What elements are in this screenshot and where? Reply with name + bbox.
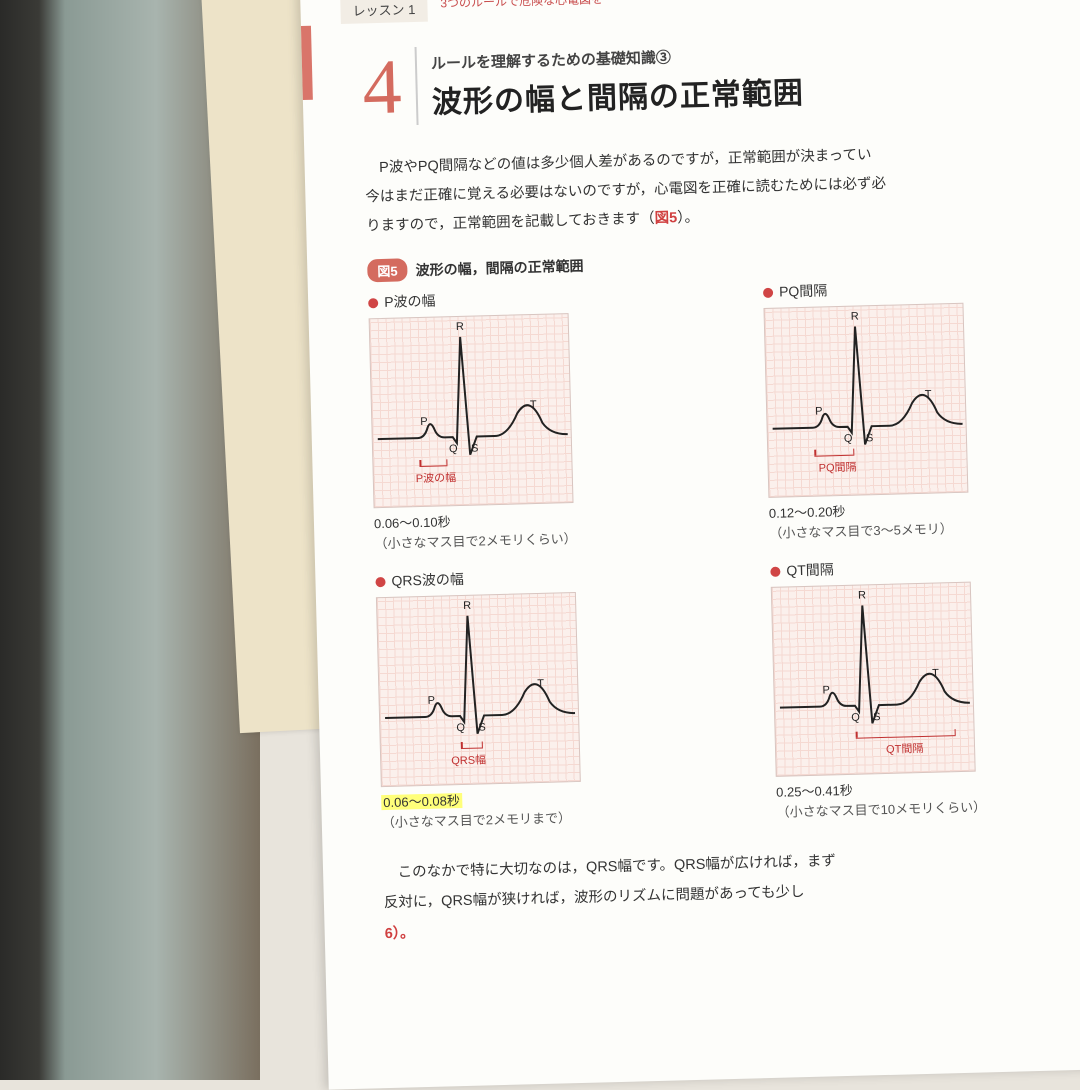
wave-label-t: T — [932, 668, 939, 680]
wave-label-s: S — [866, 432, 874, 444]
bullet-icon — [375, 577, 385, 587]
panel-title-text: P波の幅 — [384, 293, 436, 310]
ecg-grid: P波の幅 R P Q S T P波の幅 0.06〜0.10秒 （小さなマス目で2… — [368, 273, 1080, 832]
wave-label-s: S — [478, 721, 486, 733]
bracket-label: P波の幅 — [416, 469, 457, 486]
panel-title-text: PQ間隔 — [779, 282, 828, 299]
para-line: りますので，正常範囲を記載しておきます（ — [366, 211, 655, 235]
textbook-page: レッスン 1 3つのルールで危険な心電図を 4 ルールを理解するための基礎知識③… — [300, 0, 1080, 1090]
figure-badge: 図5 — [367, 258, 408, 282]
para-line: 今はまだ正確に覚える必要はないのですが，心電図を正確に読むためには必ず必 — [365, 176, 886, 206]
wave-label-t: T — [537, 678, 544, 690]
caption-sub: （小さなマス目で10メモリくらい） — [776, 799, 986, 819]
section-red-bar — [301, 26, 313, 100]
caption-sub: （小さなマス目で3〜5メモリ） — [769, 521, 953, 541]
panel-caption: 0.25〜0.41秒 （小さなマス目で10メモリくらい） — [776, 774, 1080, 822]
panel-title: PQ間隔 — [763, 273, 1080, 302]
bullet-icon — [770, 567, 780, 577]
caption-sub: （小さなマス目で2メモリまで） — [382, 810, 572, 830]
ecg-trace — [382, 613, 575, 736]
ecg-chart: R P Q S T QRS幅 — [376, 592, 581, 787]
wave-label-q: Q — [851, 712, 860, 724]
bullet-icon — [368, 298, 378, 308]
wave-label-q: Q — [449, 443, 458, 455]
para-line: このなかで特に大切なのは，QRS幅です。QRS幅が広ければ，まず — [397, 853, 836, 880]
wave-label-r: R — [858, 589, 866, 601]
caption-main-highlighted: 0.06〜0.08秒 — [381, 793, 462, 810]
wave-label-r: R — [463, 600, 471, 612]
ecg-trace — [777, 603, 970, 726]
bracket-label: QT間隔 — [886, 740, 924, 757]
footer-paragraph: このなかで特に大切なのは，QRS幅です。QRS幅が広ければ，まず 反対に，QRS… — [383, 839, 1080, 949]
wave-label-r: R — [851, 310, 859, 322]
panel-qrs: QRS波の幅 R P Q S T QRS幅 0.06〜0.08秒 （小さなマス目… — [375, 562, 717, 832]
wave-label-p: P — [815, 405, 823, 417]
wave-label-t: T — [925, 389, 932, 401]
wave-label-r: R — [456, 321, 464, 333]
wave-label-p: P — [427, 695, 435, 707]
ecg-chart: R P Q S T QT間隔 — [771, 582, 976, 777]
caption-sub: （小さなマス目で2メモリくらい） — [374, 530, 577, 550]
wave-label-s: S — [873, 711, 881, 723]
panel-caption: 0.06〜0.10秒 （小さなマス目で2メモリくらい） — [374, 505, 710, 553]
para-line: 反対に，QRS幅が狭ければ，波形のリズムに問題があっても少し — [384, 885, 805, 912]
section-number: 4 — [362, 47, 419, 126]
ecg-chart: R P Q S T P波の幅 — [369, 313, 574, 508]
figure-reference: 6）。 — [385, 925, 415, 942]
lesson-tab: レッスン 1 — [340, 0, 428, 24]
wave-label-p: P — [420, 416, 428, 428]
para-line: P波やPQ間隔などの値は多少個人差があるのですが，正常範囲が決まってい — [379, 147, 872, 176]
wave-label-p: P — [822, 684, 830, 696]
caption-main: 0.25〜0.41秒 — [776, 783, 853, 800]
bracket-label: PQ間隔 — [818, 459, 856, 476]
ecg-trace — [375, 334, 568, 457]
ecg-trace — [770, 324, 963, 447]
panel-caption: 0.06〜0.08秒 （小さなマス目で2メモリまで） — [381, 784, 717, 832]
panel-title: QT間隔 — [770, 552, 1080, 581]
bullet-icon — [763, 288, 773, 298]
panel-pq: PQ間隔 R P Q S T PQ間隔 0.12〜0.20秒 （小さなマス目で3… — [763, 273, 1080, 543]
section-title: 波形の幅と間隔の正常範囲 — [431, 68, 804, 122]
panel-title-text: QRS波の幅 — [391, 571, 464, 589]
wave-label-s: S — [471, 442, 479, 454]
caption-main: 0.12〜0.20秒 — [769, 504, 846, 521]
figure-title: 波形の幅，間隔の正常範囲 — [415, 258, 583, 278]
panel-title: P波の幅 — [368, 284, 703, 313]
intro-paragraph: P波やPQ間隔などの値は多少個人差があるのですが，正常範囲が決まってい 今はまだ… — [364, 135, 1080, 241]
panel-p-wave: P波の幅 R P Q S T P波の幅 0.06〜0.10秒 （小さなマス目で2… — [368, 284, 710, 554]
chapter-subtitle: 3つのルールで危険な心電図を — [440, 0, 603, 11]
caption-main: 0.06〜0.10秒 — [374, 514, 451, 531]
wave-label-t: T — [530, 399, 537, 411]
wave-label-q: Q — [844, 433, 853, 445]
panel-title: QRS波の幅 — [375, 562, 710, 591]
para-line: ）。 — [677, 210, 699, 227]
section-header: 4 ルールを理解するための基礎知識③ 波形の幅と間隔の正常範囲 — [362, 29, 1080, 126]
wave-label-q: Q — [456, 722, 465, 734]
panel-caption: 0.12〜0.20秒 （小さなマス目で3〜5メモリ） — [769, 495, 1080, 543]
panel-title-text: QT間隔 — [786, 561, 834, 578]
figure-reference: 図5 — [654, 210, 677, 227]
bracket-label: QRS幅 — [451, 751, 486, 768]
panel-qt: QT間隔 R P Q S T QT間隔 0.25〜0.41秒 （小さなマス目で1… — [770, 552, 1080, 822]
ecg-chart: R P Q S T PQ間隔 — [763, 303, 968, 498]
